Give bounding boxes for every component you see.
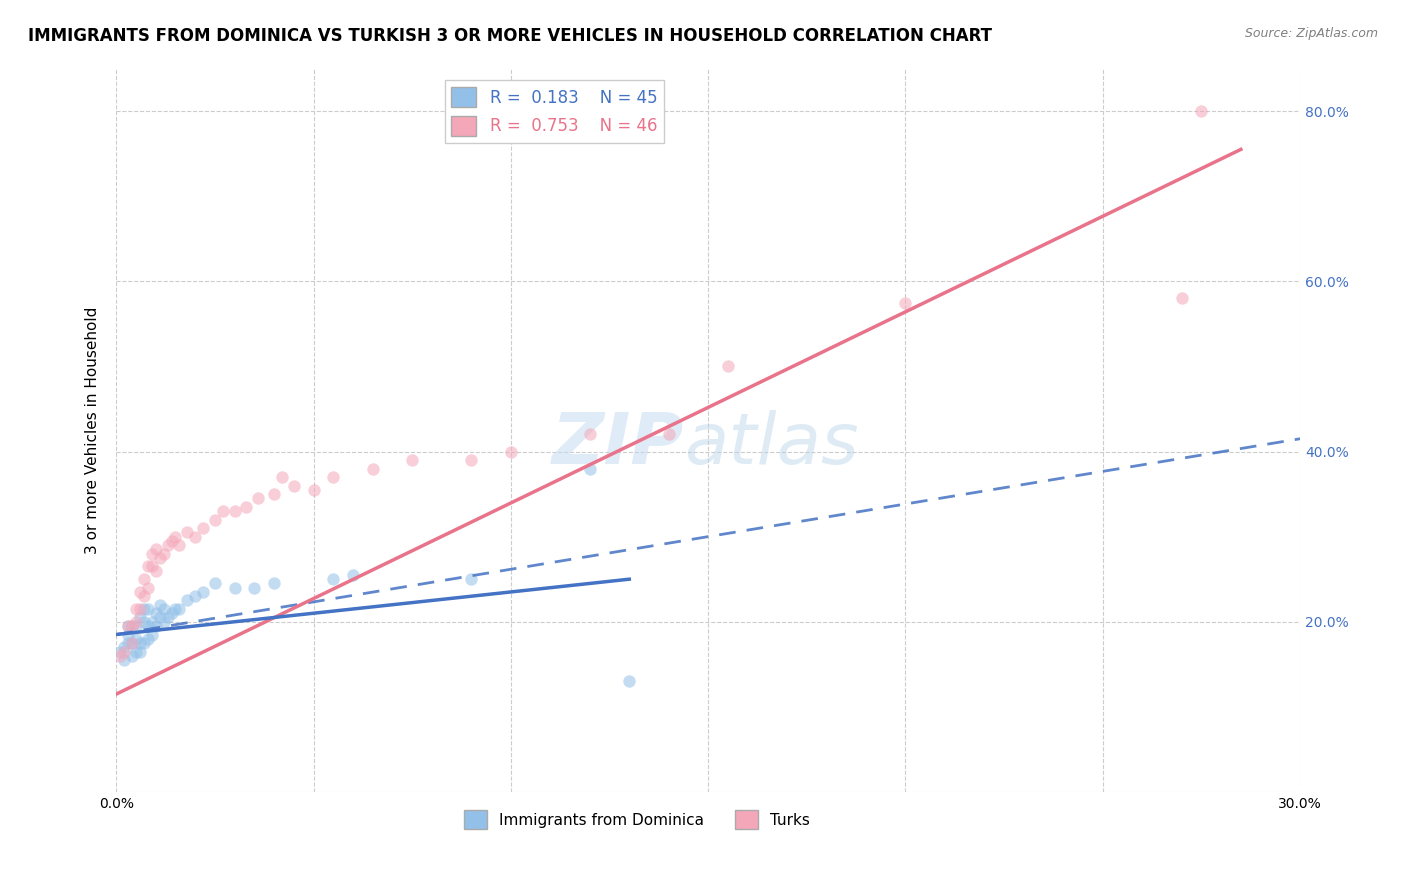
Point <box>235 500 257 514</box>
Point <box>132 589 155 603</box>
Point <box>132 572 155 586</box>
Point <box>129 602 152 616</box>
Point <box>112 653 135 667</box>
Point <box>578 461 600 475</box>
Point <box>145 542 167 557</box>
Point <box>129 610 152 624</box>
Point <box>125 619 148 633</box>
Point <box>152 615 174 629</box>
Point <box>136 632 159 646</box>
Point <box>125 632 148 646</box>
Point <box>136 602 159 616</box>
Point <box>110 644 132 658</box>
Point <box>117 636 139 650</box>
Point <box>125 644 148 658</box>
Point <box>165 602 187 616</box>
Point <box>184 530 207 544</box>
Point <box>121 648 143 663</box>
Point <box>110 648 132 663</box>
Point <box>1170 291 1192 305</box>
Point <box>211 504 233 518</box>
Point <box>132 636 155 650</box>
Point <box>401 453 423 467</box>
Point <box>132 602 155 616</box>
Point <box>145 606 167 620</box>
Point <box>141 547 163 561</box>
Point <box>141 615 163 629</box>
Point <box>1191 104 1213 119</box>
Point <box>302 483 325 497</box>
Point <box>125 615 148 629</box>
Point <box>132 615 155 629</box>
Point <box>121 636 143 650</box>
Point <box>112 644 135 658</box>
Point <box>460 453 482 467</box>
Point <box>121 619 143 633</box>
Point <box>112 640 135 655</box>
Point <box>342 568 364 582</box>
Point <box>152 602 174 616</box>
Point <box>322 470 344 484</box>
Point <box>578 427 600 442</box>
Point <box>149 550 172 565</box>
Point <box>117 619 139 633</box>
Point <box>121 619 143 633</box>
Point <box>184 589 207 603</box>
Point <box>145 564 167 578</box>
Point <box>121 636 143 650</box>
Point <box>141 627 163 641</box>
Point <box>717 359 740 374</box>
Point <box>145 619 167 633</box>
Point <box>499 444 522 458</box>
Point <box>169 602 191 616</box>
Point <box>160 606 183 620</box>
Text: IMMIGRANTS FROM DOMINICA VS TURKISH 3 OR MORE VEHICLES IN HOUSEHOLD CORRELATION : IMMIGRANTS FROM DOMINICA VS TURKISH 3 OR… <box>28 27 993 45</box>
Text: Source: ZipAtlas.com: Source: ZipAtlas.com <box>1244 27 1378 40</box>
Point <box>247 491 270 506</box>
Point <box>460 572 482 586</box>
Point <box>136 619 159 633</box>
Point <box>129 585 152 599</box>
Point <box>894 295 917 310</box>
Point <box>204 513 226 527</box>
Text: ZIP: ZIP <box>553 410 685 479</box>
Point <box>271 470 294 484</box>
Point <box>243 581 266 595</box>
Point <box>125 602 148 616</box>
Text: atlas: atlas <box>685 410 859 479</box>
Point <box>224 504 246 518</box>
Point <box>263 576 285 591</box>
Point <box>156 610 179 624</box>
Point <box>117 619 139 633</box>
Point <box>169 538 191 552</box>
Point <box>283 478 305 492</box>
Point <box>117 627 139 641</box>
Point <box>191 521 214 535</box>
Point <box>136 559 159 574</box>
Point <box>149 598 172 612</box>
Point <box>152 547 174 561</box>
Y-axis label: 3 or more Vehicles in Household: 3 or more Vehicles in Household <box>86 307 100 554</box>
Point <box>129 636 152 650</box>
Point <box>156 538 179 552</box>
Point <box>263 487 285 501</box>
Point <box>149 610 172 624</box>
Point <box>224 581 246 595</box>
Point <box>191 585 214 599</box>
Point <box>658 427 681 442</box>
Point <box>176 525 198 540</box>
Point <box>141 559 163 574</box>
Point <box>160 533 183 548</box>
Point <box>322 572 344 586</box>
Point <box>204 576 226 591</box>
Point <box>165 530 187 544</box>
Point <box>136 581 159 595</box>
Point <box>129 644 152 658</box>
Legend: Immigrants from Dominica, Turks: Immigrants from Dominica, Turks <box>458 804 815 835</box>
Point <box>619 674 641 689</box>
Point <box>176 593 198 607</box>
Point <box>361 461 384 475</box>
